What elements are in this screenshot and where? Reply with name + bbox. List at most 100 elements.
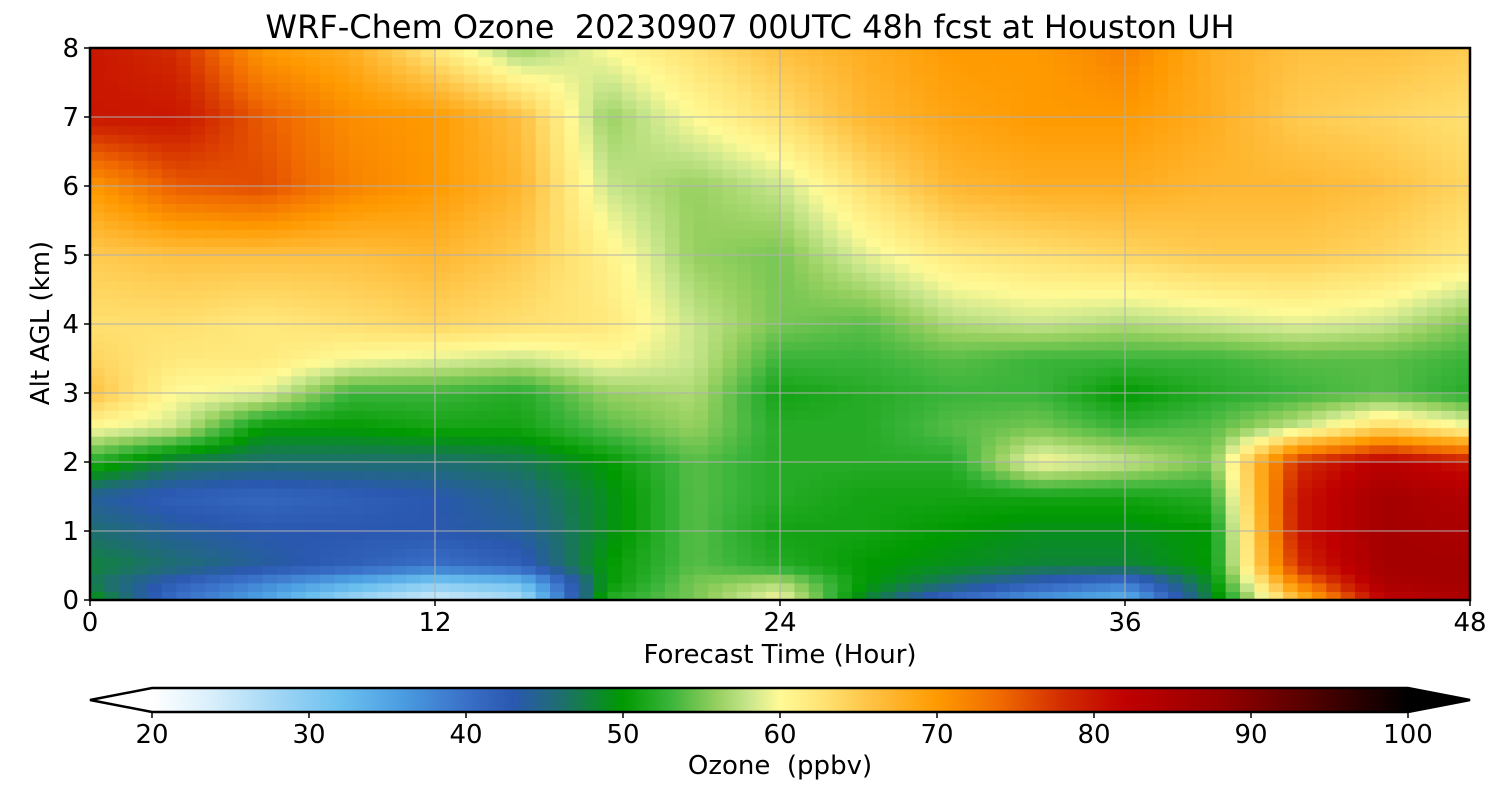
heatmap-cell (1081, 487, 1097, 498)
heatmap-cell (966, 548, 982, 558)
heatmap-cell (722, 341, 738, 351)
heatmap-cell (521, 220, 537, 230)
heatmap-cell (190, 306, 206, 316)
heatmap-cell (765, 332, 781, 342)
heatmap-cell (1225, 479, 1241, 489)
heatmap-cell (736, 186, 752, 196)
heatmap-cell (550, 332, 565, 342)
heatmap-cell (851, 289, 867, 299)
heatmap-cell (1182, 168, 1198, 178)
heatmap-cell (995, 556, 1011, 567)
heatmap-cell (909, 565, 925, 575)
heatmap-cell (492, 418, 508, 429)
heatmap-cell (938, 582, 954, 592)
heatmap-cell (205, 487, 220, 498)
heatmap-cell (478, 186, 494, 196)
heatmap-cell (636, 436, 652, 446)
heatmap-cell (1024, 418, 1040, 429)
heatmap-cell (1182, 203, 1198, 213)
heatmap-cell (693, 280, 709, 291)
heatmap-cell (751, 531, 767, 541)
heatmap-cell (665, 306, 680, 316)
heatmap-cell (363, 462, 379, 472)
heatmap-cell (1283, 280, 1299, 291)
heatmap-cell (334, 427, 350, 437)
heatmap-cell (463, 470, 479, 480)
heatmap-cell (276, 479, 292, 489)
heatmap-cell (248, 479, 264, 489)
heatmap-cell (118, 186, 134, 196)
heatmap-cell (1369, 151, 1385, 161)
heatmap-cell (391, 151, 407, 161)
heatmap-cell (1426, 341, 1442, 351)
heatmap-cell (1283, 367, 1299, 377)
heatmap-cell (521, 556, 537, 567)
heatmap-cell (1455, 582, 1470, 592)
heatmap-cell (420, 280, 436, 291)
heatmap-cell (593, 384, 609, 394)
heatmap-cell (607, 246, 623, 256)
heatmap-cell (205, 453, 220, 463)
heatmap-cell (535, 556, 551, 567)
heatmap-cell (1455, 289, 1470, 299)
heatmap-cell (708, 220, 724, 230)
heatmap-cell (133, 341, 149, 351)
heatmap-cell (1326, 177, 1342, 187)
heatmap-cell (1268, 194, 1284, 204)
heatmap-cell (1455, 151, 1470, 161)
heatmap-cell (693, 306, 709, 316)
heatmap-cell (693, 539, 709, 549)
heatmap-cell (1168, 582, 1184, 592)
heatmap-cell (190, 263, 206, 273)
heatmap-cell (679, 556, 695, 567)
heatmap-cell (1297, 565, 1313, 575)
heatmap-cell (1196, 375, 1212, 385)
heatmap-cell (535, 168, 551, 178)
heatmap-cell (1455, 237, 1470, 247)
heatmap-cell (665, 496, 680, 506)
heatmap-cell (535, 349, 551, 360)
heatmap-cell (1240, 168, 1255, 178)
heatmap-cell (1283, 237, 1299, 247)
heatmap-cell (133, 177, 149, 187)
heatmap-cell (1240, 453, 1255, 463)
heatmap-cell (1340, 436, 1356, 446)
heatmap-cell (909, 531, 925, 541)
heatmap-cell (1311, 349, 1327, 360)
heatmap-cell (1211, 574, 1227, 584)
heatmap-cell (1125, 479, 1140, 489)
heatmap-cell (348, 436, 364, 446)
heatmap-cell (578, 160, 594, 170)
heatmap-cell (219, 229, 235, 239)
heatmap-cell (636, 565, 652, 575)
heatmap-cell (866, 324, 882, 334)
heatmap-cell (1081, 453, 1097, 463)
heatmap-cell (679, 410, 695, 420)
heatmap-cell (1340, 531, 1356, 541)
heatmap-cell (966, 289, 982, 299)
heatmap-cell (851, 375, 867, 385)
heatmap-cell (492, 324, 508, 334)
heatmap-cell (133, 229, 149, 239)
heatmap-cell (262, 211, 278, 222)
heatmap-cell (377, 556, 393, 567)
heatmap-cell (780, 177, 795, 187)
heatmap-cell (966, 298, 982, 308)
heatmap-cell (636, 280, 652, 291)
heatmap-cell (305, 306, 321, 316)
heatmap-cell (1254, 522, 1270, 532)
heatmap-cell (190, 487, 206, 498)
heatmap-cell (1225, 332, 1241, 342)
heatmap-cell (406, 462, 422, 472)
heatmap-cell (564, 177, 580, 187)
heatmap-cell (966, 160, 982, 170)
heatmap-cell (478, 177, 494, 187)
heatmap-cell (334, 263, 350, 273)
heatmap-cell (1383, 418, 1399, 429)
heatmap-cell (1283, 393, 1299, 403)
heatmap-cell (205, 298, 220, 308)
heatmap-cell (636, 177, 652, 187)
heatmap-cell (1010, 315, 1025, 325)
heatmap-cell (1067, 220, 1083, 230)
heatmap-cell (1311, 375, 1327, 385)
